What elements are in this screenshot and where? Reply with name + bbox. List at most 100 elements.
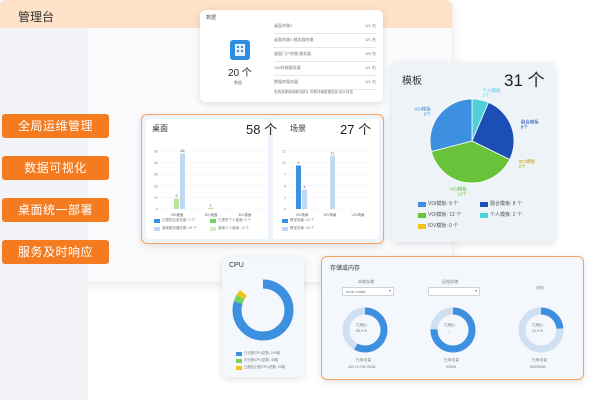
row-value: 0/1 台: [365, 79, 376, 84]
list-item[interactable]: 桌面门户终端 服务器 0/0 台: [274, 48, 376, 62]
donut-value: 0/0GB: [446, 365, 456, 369]
template-panel: 模板 31 个 个人模板 2个 融合模板 8个 IDV模板 0个 VOI模板 12个 VDI模板…: [392, 62, 555, 242]
donut-caption: 已用/总量: [444, 358, 459, 362]
bar-value-label: 9: [176, 194, 178, 198]
bar-value-label: 48: [181, 149, 185, 153]
management-title: 管理台: [18, 10, 55, 24]
data-panel-title: 数据: [206, 15, 217, 21]
row-value: 0/1 台: [365, 37, 376, 42]
y-tick-label: 10: [154, 196, 158, 200]
donut-center-value: --: [448, 329, 451, 333]
legend-label: 已提供个人桌面: 9 个: [218, 218, 251, 222]
legend-label: VOI模板: 12 个: [428, 212, 462, 218]
cpu-panel: CPU 已分配CPU总数: 244核 可分配CPU总数: 48核 已超出分配CP…: [222, 257, 304, 377]
legend-label: 桌面服务器总数: 49 个: [162, 226, 197, 230]
y-tick-label: 12: [282, 150, 286, 154]
data-panel: 数据 20 个 数据 桌面终端1 0/1 台 桌面终端2 服务器终端 0/1 台…: [200, 10, 383, 102]
bar[interactable]: [208, 207, 213, 209]
local-storage-select[interactable]: local vdata ▾: [342, 287, 394, 296]
legend-label: 可分配CPU总数: 48核: [244, 358, 279, 362]
y-tick-label: 10: [282, 161, 286, 165]
feature-pill-visualization[interactable]: 数据可视化: [2, 156, 109, 180]
legend-swatch: [282, 219, 288, 223]
bar[interactable]: [330, 155, 335, 209]
legend-swatch: [418, 202, 426, 207]
remote-storage-select[interactable]: ▾: [428, 287, 480, 296]
desktop-title: 桌面: [152, 124, 168, 133]
legend-label: 已分配CPU总数: 244核: [244, 351, 281, 355]
y-tick-label: 5: [284, 184, 286, 188]
donut-value: 463.71/798.75GB: [348, 365, 376, 369]
data-panel-count: 20 个: [228, 68, 252, 79]
data-panel-sub: 数据: [234, 80, 242, 85]
y-tick-label: 50: [154, 150, 158, 154]
pie-label-value: 8个: [521, 125, 529, 130]
local-storage-title: 本地存储: [358, 279, 374, 284]
remote-storage-title: 远程存储: [442, 279, 458, 284]
legend-label: 桌面个人桌面: 12 个: [218, 226, 250, 230]
feature-pill-ops[interactable]: 全局运维管理: [2, 114, 109, 138]
storage-title: 存储或内存: [330, 266, 361, 272]
legend-swatch: [210, 227, 216, 231]
donut-center-label: 已用比:: [444, 323, 456, 327]
pie-label: 融合模板: [521, 119, 539, 126]
desktop-subpanel: [146, 119, 268, 239]
legend-swatch: [418, 224, 426, 229]
pie-slice[interactable]: [429, 98, 473, 153]
scene-title: 场景: [290, 124, 306, 133]
y-tick-label: 30: [154, 173, 158, 177]
scene-subpanel: [273, 119, 379, 239]
bar[interactable]: [180, 153, 185, 209]
pie-label-value: 9个: [424, 111, 432, 116]
x-tick-label: IDV场景: [324, 212, 337, 217]
row-value: 0/1 台: [365, 23, 376, 28]
cpu-arc-allocated: [232, 279, 294, 341]
row-name: 桌面门户终端 服务器: [274, 51, 312, 56]
bar[interactable]: [296, 165, 301, 210]
donut-center-value: 58.0 %: [356, 329, 367, 333]
legend-swatch: [236, 352, 242, 356]
legend-swatch: [154, 219, 160, 223]
y-tick-label: 40: [154, 161, 158, 165]
list-item[interactable]: 桌面终端1 0/1 台: [274, 20, 376, 34]
list-item[interactable]: 数据库服务器 0/1 台: [274, 76, 376, 90]
feature-pill-deploy[interactable]: 桌面统一部署: [2, 198, 109, 222]
list-item[interactable]: VDI终端服务器 0/1 台: [274, 62, 376, 76]
legend-swatch: [236, 359, 242, 363]
bar[interactable]: [174, 198, 179, 209]
pie-slice[interactable]: [430, 140, 511, 184]
legend-label: 个人模板: 2 个: [490, 212, 522, 218]
template-title: 模板: [402, 76, 422, 87]
x-tick-label: VDI场景: [296, 212, 309, 217]
template-count: 31 个: [504, 71, 545, 90]
data-panel-list: 桌面终端1 0/1 台 桌面终端2 服务器终端 0/1 台 桌面门户终端 服务器…: [274, 20, 376, 90]
x-tick-label: VOI场景: [351, 212, 365, 217]
legend-swatch: [236, 366, 242, 370]
row-name: 桌面终端2 服务器终端: [274, 37, 314, 42]
desktop-bar-chart: 0 10 20 30 40 50 9 48 VDI桌面 1 IDV桌面 IDV桌面: [154, 149, 264, 217]
bar[interactable]: [302, 189, 307, 209]
pie-label: IDV模板: [519, 158, 536, 165]
desktop-scene-panel: 桌面 58 个 场景 27 个 0 10 20 30 40 50 9 48 VDI桌面 1 IDV桌…: [141, 114, 384, 244]
legend-label: IDV模板: 0 个: [428, 223, 459, 229]
scene-bar-chart: 0 2 5 7 10 12 9 4 VDI场景 11 IDV场景 VOI场景: [282, 150, 374, 217]
x-tick-label: IDV桌面: [239, 212, 252, 217]
pie-label-value: 0个: [519, 164, 527, 169]
memory-donut: [518, 307, 564, 353]
cpu-title: CPU: [229, 262, 244, 269]
select-value: local vdata: [346, 289, 366, 294]
legend-label: 已超出分配CPU总数: 24核: [244, 365, 286, 369]
row-name: 数据库服务器: [274, 79, 298, 84]
feature-pill-service[interactable]: 服务及时响应: [2, 240, 109, 264]
y-tick-label: 2: [284, 196, 286, 200]
row-value: 0/0 台: [365, 51, 376, 56]
pie-slice[interactable]: [471, 101, 515, 161]
legend-label: 教室场景: 12 个: [290, 218, 315, 222]
donut-value-arc: [518, 307, 564, 353]
x-tick-label: IDV桌面: [205, 212, 218, 217]
desktop-count: 58 个: [246, 122, 278, 137]
memory-title: 内存: [536, 285, 544, 290]
legend-label: VDI模板: 9 个: [428, 201, 459, 207]
list-item[interactable]: 桌面终端2 服务器终端 0/1 台: [274, 34, 376, 48]
